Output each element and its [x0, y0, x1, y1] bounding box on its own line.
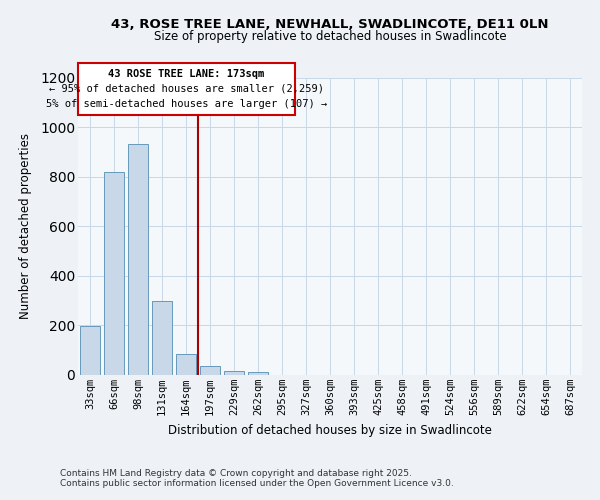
Y-axis label: Number of detached properties: Number of detached properties: [19, 133, 32, 320]
Text: Contains public sector information licensed under the Open Government Licence v3: Contains public sector information licen…: [60, 478, 454, 488]
Text: Size of property relative to detached houses in Swadlincote: Size of property relative to detached ho…: [154, 30, 506, 43]
X-axis label: Distribution of detached houses by size in Swadlincote: Distribution of detached houses by size …: [168, 424, 492, 436]
Text: 43 ROSE TREE LANE: 173sqm: 43 ROSE TREE LANE: 173sqm: [108, 69, 265, 79]
Bar: [200, 366, 220, 375]
Bar: [248, 372, 268, 375]
Bar: [176, 354, 196, 375]
Text: Contains HM Land Registry data © Crown copyright and database right 2025.: Contains HM Land Registry data © Crown c…: [60, 468, 412, 477]
FancyBboxPatch shape: [78, 62, 295, 114]
Text: 5% of semi-detached houses are larger (107) →: 5% of semi-detached houses are larger (1…: [46, 100, 327, 110]
Bar: [104, 172, 124, 375]
Bar: [80, 326, 100, 375]
Bar: [128, 144, 148, 375]
Bar: [224, 370, 244, 375]
Bar: [152, 300, 172, 375]
Text: ← 95% of detached houses are smaller (2,259): ← 95% of detached houses are smaller (2,…: [49, 84, 324, 94]
Text: 43, ROSE TREE LANE, NEWHALL, SWADLINCOTE, DE11 0LN: 43, ROSE TREE LANE, NEWHALL, SWADLINCOTE…: [111, 18, 549, 30]
